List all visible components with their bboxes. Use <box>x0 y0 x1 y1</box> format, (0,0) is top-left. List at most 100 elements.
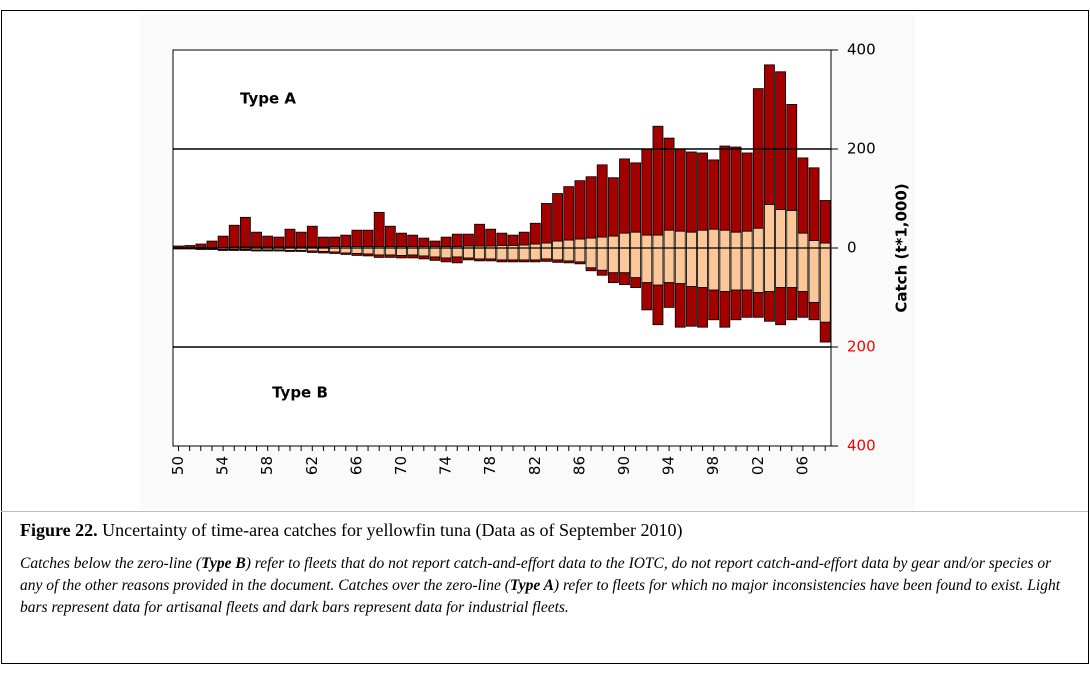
bar <box>206 240 218 248</box>
bar <box>652 125 664 236</box>
bar <box>306 225 318 248</box>
bar <box>518 259 530 263</box>
bar <box>607 177 619 237</box>
bar <box>384 254 396 258</box>
bar <box>663 229 675 249</box>
x-tick-label: 86 <box>570 456 588 475</box>
bar <box>819 321 831 343</box>
bar <box>607 247 619 274</box>
bar <box>630 277 642 289</box>
bar <box>318 251 329 254</box>
bar <box>529 259 541 263</box>
note-text: Catches below the zero-line ( <box>20 555 202 572</box>
bar <box>362 247 374 255</box>
bar <box>752 88 764 229</box>
x-tick-label: 58 <box>258 456 276 475</box>
bar <box>273 236 285 248</box>
bar <box>552 247 563 261</box>
bar <box>730 231 742 249</box>
bar <box>552 240 563 249</box>
x-tick-label: 06 <box>793 456 811 475</box>
bar <box>418 255 430 260</box>
bar <box>384 225 396 247</box>
bar <box>630 162 642 233</box>
bar <box>775 208 786 249</box>
bar <box>808 167 820 241</box>
bar <box>596 247 608 271</box>
bar <box>239 249 251 251</box>
bar <box>362 253 374 257</box>
bar <box>563 239 575 249</box>
bar <box>496 247 508 261</box>
bar <box>563 260 575 264</box>
y-tick-label: 200 <box>847 338 876 356</box>
bar <box>641 148 653 236</box>
figure-frame <box>1 10 1089 664</box>
bar <box>674 230 686 249</box>
bar <box>630 247 642 279</box>
bar <box>607 235 619 249</box>
bar <box>619 158 630 234</box>
bar <box>440 247 452 259</box>
x-tick-label: 02 <box>749 456 767 475</box>
bar <box>808 247 820 303</box>
x-tick-label: 94 <box>660 456 678 475</box>
bar <box>652 284 664 326</box>
bar <box>786 247 798 288</box>
bar <box>239 216 251 248</box>
y-tick-label: 200 <box>847 140 876 158</box>
bar <box>485 258 497 262</box>
bar <box>396 255 407 259</box>
x-tick-label: 82 <box>526 456 544 475</box>
bar <box>775 287 786 326</box>
bar <box>719 145 731 231</box>
bar <box>674 247 686 285</box>
bar <box>752 247 764 293</box>
bar <box>451 247 463 258</box>
bar <box>719 291 731 328</box>
bar <box>786 209 798 249</box>
bar <box>741 289 753 318</box>
bar <box>775 247 786 288</box>
bar <box>462 233 474 247</box>
bar <box>529 222 541 245</box>
bar <box>708 247 720 291</box>
x-tick-label: 66 <box>347 456 365 475</box>
bar <box>429 247 441 258</box>
bar <box>641 247 653 284</box>
bar <box>396 247 407 256</box>
bar <box>362 229 374 247</box>
bar <box>295 250 307 252</box>
bar <box>752 227 764 249</box>
bar <box>663 137 675 231</box>
bar <box>440 257 452 263</box>
bar <box>752 292 764 318</box>
bar <box>741 230 753 249</box>
bar <box>652 234 664 249</box>
bar <box>496 259 508 263</box>
bar <box>585 267 597 272</box>
bar <box>574 261 586 265</box>
bar <box>373 247 385 256</box>
caption-text: Uncertainty of time-area catches for yel… <box>102 520 683 540</box>
bar <box>351 253 363 256</box>
bar <box>340 234 352 247</box>
bar <box>251 249 262 252</box>
bar <box>329 236 341 247</box>
bar <box>462 247 474 259</box>
bar <box>195 243 207 248</box>
bar <box>507 247 519 261</box>
bar <box>552 259 563 263</box>
bar <box>574 247 586 263</box>
bar <box>306 250 318 253</box>
bar <box>808 302 820 321</box>
annotation: Type A <box>240 90 296 108</box>
bar <box>708 289 720 321</box>
bar <box>808 240 820 249</box>
note-emphasis: Type B <box>201 555 246 572</box>
bar <box>619 232 630 249</box>
bar <box>217 249 229 251</box>
bar <box>574 238 586 249</box>
bar <box>451 256 463 264</box>
bar <box>596 236 608 249</box>
